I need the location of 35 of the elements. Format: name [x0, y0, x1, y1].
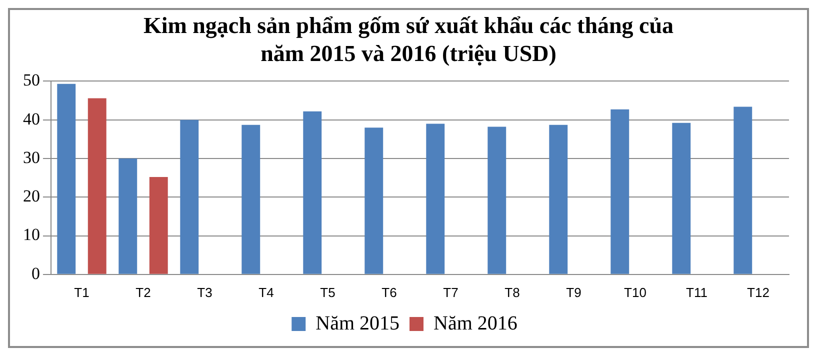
x-tick-label: T6: [382, 284, 397, 300]
bar: [488, 126, 506, 274]
y-tick-label: 30: [23, 148, 40, 167]
y-tick-label: 10: [23, 225, 40, 244]
bar: [57, 84, 76, 274]
legend-label: Năm 2015: [316, 312, 400, 334]
bar: [734, 106, 752, 274]
y-tick-label: 20: [23, 186, 40, 206]
bar: [364, 128, 384, 274]
bar: [426, 124, 445, 274]
x-tick-label: T2: [136, 284, 151, 300]
x-tick-label: T10: [624, 284, 646, 300]
bar: [610, 109, 630, 274]
x-tick-label: T5: [320, 284, 336, 300]
bar: [118, 158, 138, 274]
bar: [180, 120, 199, 274]
bar: [242, 124, 260, 274]
x-tick-label: T4: [258, 284, 274, 300]
bar: [149, 177, 168, 274]
bar: [672, 122, 691, 274]
y-tick-label: 50: [23, 70, 40, 90]
x-tick-label: T7: [443, 284, 458, 300]
x-tick-label: T12: [747, 284, 770, 300]
x-tick-label: T3: [197, 284, 212, 300]
x-tick-label: T1: [74, 284, 90, 300]
x-tick-label: T9: [566, 284, 582, 300]
x-tick-label: T8: [504, 284, 520, 300]
chart-title: Kim ngạch sản phẩm gốm sứ xuất khẩu các tháng của năm 2015 và 2016 (triệu USD): [142, 12, 675, 68]
bar: [549, 124, 568, 274]
bar: [88, 98, 106, 274]
bar: [303, 111, 322, 274]
x-tick-label: T11: [686, 284, 708, 300]
y-tick-label: 40: [23, 109, 40, 128]
y-tick-label: 0: [32, 264, 40, 283]
legend-label: Năm 2016: [434, 312, 518, 334]
